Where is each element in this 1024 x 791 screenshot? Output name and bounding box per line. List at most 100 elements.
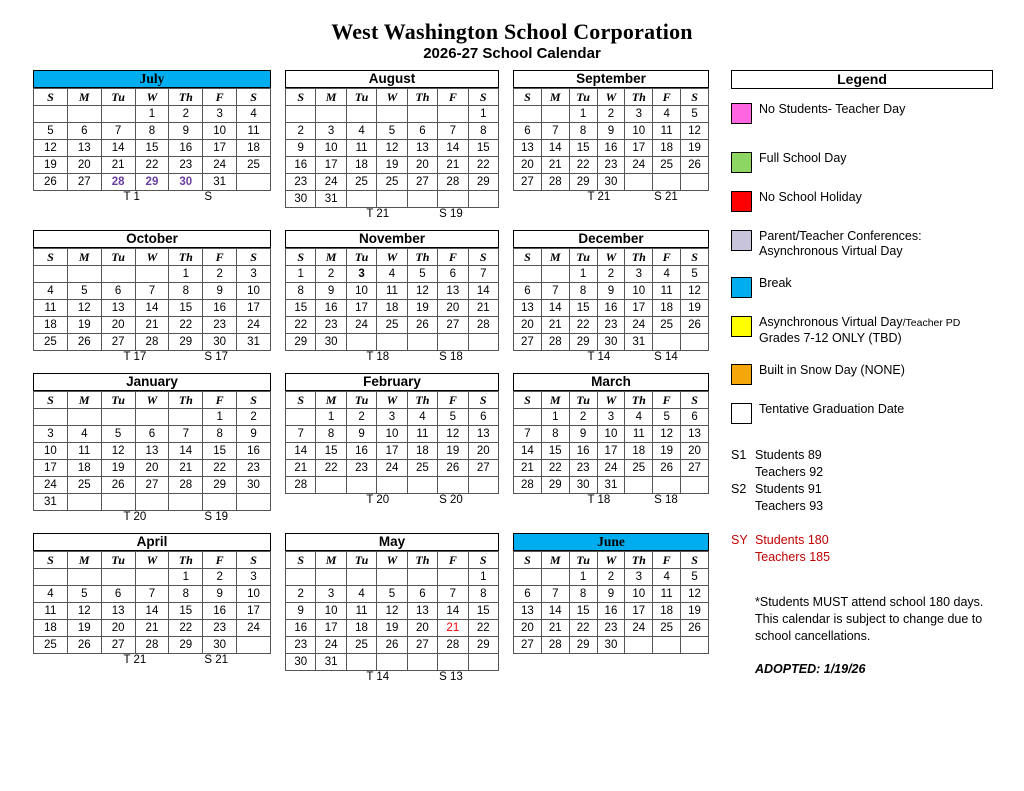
- day-cell[interactable]: 22: [467, 619, 500, 637]
- day-cell[interactable]: 27: [134, 476, 170, 494]
- day-cell[interactable]: 14: [540, 299, 570, 317]
- day-cell[interactable]: 8: [568, 282, 598, 300]
- day-cell[interactable]: 28: [437, 173, 469, 191]
- day-cell[interactable]: 15: [467, 602, 500, 620]
- day-cell[interactable]: 28: [168, 476, 204, 494]
- day-cell[interactable]: 25: [33, 636, 68, 654]
- day-cell[interactable]: 31: [624, 333, 654, 351]
- day-cell[interactable]: 19: [437, 442, 469, 460]
- day-cell[interactable]: 15: [168, 602, 204, 620]
- day-cell[interactable]: 3: [624, 568, 654, 586]
- day-cell[interactable]: 2: [284, 585, 317, 603]
- day-cell[interactable]: 14: [437, 602, 469, 620]
- day-cell[interactable]: 18: [376, 299, 408, 317]
- day-cell[interactable]: 22: [168, 316, 204, 334]
- day-cell[interactable]: 16: [596, 139, 626, 157]
- day-cell[interactable]: 13: [100, 602, 136, 620]
- day-cell[interactable]: 1: [284, 265, 317, 283]
- day-cell[interactable]: 3: [624, 105, 654, 123]
- day-cell[interactable]: 1: [467, 105, 500, 123]
- day-cell[interactable]: 5: [680, 568, 709, 586]
- day-cell[interactable]: 3: [596, 408, 626, 426]
- day-cell[interactable]: 13: [513, 602, 542, 620]
- day-cell[interactable]: 25: [345, 636, 378, 654]
- day-cell[interactable]: 21: [168, 459, 204, 477]
- day-cell[interactable]: 11: [652, 122, 682, 140]
- day-cell[interactable]: 9: [202, 585, 238, 603]
- day-cell[interactable]: 13: [513, 299, 542, 317]
- day-cell[interactable]: 27: [66, 173, 102, 191]
- day-cell[interactable]: 11: [345, 602, 378, 620]
- day-cell[interactable]: 31: [236, 333, 271, 351]
- day-cell[interactable]: 3: [33, 425, 68, 443]
- day-cell[interactable]: 30: [202, 333, 238, 351]
- day-cell[interactable]: 15: [568, 602, 598, 620]
- day-cell[interactable]: 21: [437, 619, 469, 637]
- day-cell[interactable]: 19: [66, 316, 102, 334]
- day-cell[interactable]: 24: [236, 316, 271, 334]
- day-cell[interactable]: 27: [406, 636, 439, 654]
- day-cell[interactable]: 11: [33, 602, 68, 620]
- day-cell[interactable]: 14: [134, 602, 170, 620]
- day-cell[interactable]: 6: [680, 408, 709, 426]
- day-cell[interactable]: 27: [513, 173, 542, 191]
- day-cell[interactable]: 20: [513, 316, 542, 334]
- day-cell[interactable]: 22: [134, 156, 170, 174]
- day-cell[interactable]: 9: [568, 425, 598, 443]
- day-cell[interactable]: 13: [66, 139, 102, 157]
- day-cell[interactable]: 26: [680, 156, 709, 174]
- day-cell[interactable]: 3: [624, 265, 654, 283]
- day-cell[interactable]: 9: [202, 282, 238, 300]
- day-cell[interactable]: 21: [100, 156, 136, 174]
- day-cell[interactable]: 9: [345, 425, 378, 443]
- day-cell[interactable]: 1: [568, 568, 598, 586]
- day-cell[interactable]: 28: [540, 173, 570, 191]
- day-cell[interactable]: 27: [437, 316, 469, 334]
- day-cell[interactable]: 22: [284, 316, 317, 334]
- day-cell[interactable]: 25: [345, 173, 378, 191]
- day-cell[interactable]: 8: [568, 585, 598, 603]
- day-cell[interactable]: 26: [680, 619, 709, 637]
- day-cell[interactable]: 1: [168, 568, 204, 586]
- day-cell[interactable]: 16: [596, 602, 626, 620]
- day-cell[interactable]: 5: [376, 122, 408, 140]
- day-cell[interactable]: 24: [202, 156, 238, 174]
- day-cell[interactable]: 4: [652, 105, 682, 123]
- day-cell[interactable]: 15: [540, 442, 570, 460]
- day-cell[interactable]: 23: [596, 316, 626, 334]
- day-cell[interactable]: 31: [33, 493, 68, 511]
- day-cell[interactable]: 15: [168, 299, 204, 317]
- day-cell[interactable]: 10: [315, 139, 347, 157]
- day-cell[interactable]: 17: [315, 619, 347, 637]
- day-cell[interactable]: 24: [33, 476, 68, 494]
- day-cell[interactable]: 26: [680, 316, 709, 334]
- day-cell[interactable]: 28: [540, 636, 570, 654]
- day-cell[interactable]: 4: [376, 265, 408, 283]
- day-cell[interactable]: 17: [624, 299, 654, 317]
- day-cell[interactable]: 23: [202, 316, 238, 334]
- day-cell[interactable]: 29: [168, 333, 204, 351]
- day-cell[interactable]: 12: [680, 122, 709, 140]
- day-cell[interactable]: 8: [467, 585, 500, 603]
- day-cell[interactable]: 29: [467, 636, 500, 654]
- day-cell[interactable]: 2: [345, 408, 378, 426]
- day-cell[interactable]: 7: [168, 425, 204, 443]
- day-cell[interactable]: 23: [568, 459, 598, 477]
- day-cell[interactable]: 14: [134, 299, 170, 317]
- day-cell[interactable]: 24: [315, 173, 347, 191]
- day-cell[interactable]: 20: [513, 156, 542, 174]
- day-cell[interactable]: 25: [652, 156, 682, 174]
- day-cell[interactable]: 16: [345, 442, 378, 460]
- day-cell[interactable]: 15: [134, 139, 170, 157]
- day-cell[interactable]: 30: [596, 173, 626, 191]
- day-cell[interactable]: 30: [168, 173, 204, 191]
- day-cell[interactable]: 30: [596, 333, 626, 351]
- day-cell[interactable]: 17: [345, 299, 378, 317]
- day-cell[interactable]: 28: [437, 636, 469, 654]
- day-cell[interactable]: 15: [467, 139, 500, 157]
- day-cell[interactable]: 12: [376, 602, 408, 620]
- day-cell[interactable]: 13: [406, 602, 439, 620]
- day-cell[interactable]: 5: [100, 425, 136, 443]
- day-cell[interactable]: 24: [624, 619, 654, 637]
- day-cell[interactable]: 1: [202, 408, 238, 426]
